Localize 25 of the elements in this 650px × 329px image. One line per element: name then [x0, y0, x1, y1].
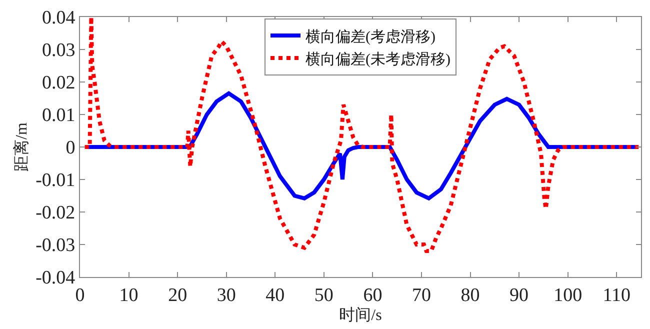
- y-tick-label: 0.03: [42, 40, 76, 62]
- x-tick-label: 40: [266, 284, 285, 306]
- y-tick-label: -0.04: [36, 268, 76, 289]
- x-tick-label: 110: [602, 284, 631, 306]
- x-tick-label: 60: [363, 284, 382, 306]
- y-tick-label: 0.01: [42, 105, 76, 126]
- y-tick-label: 0: [66, 138, 76, 159]
- x-tick-label: 80: [460, 284, 480, 306]
- y-tick-label: -0.02: [36, 202, 76, 224]
- x-tick-label: 30: [216, 284, 236, 306]
- y-tick-label: 0.04: [42, 8, 76, 29]
- legend-label: 横向偏差(考虑滑移): [306, 28, 436, 46]
- x-tick-label: 90: [510, 284, 529, 306]
- x-tick-label: 50: [314, 284, 334, 306]
- x-tick-label: 100: [554, 284, 582, 306]
- y-tick-label: 0.02: [42, 72, 76, 94]
- y-tick-label: -0.01: [36, 170, 76, 192]
- x-axis-title: 时间/s: [339, 306, 382, 324]
- y-tick-label: -0.03: [36, 235, 76, 256]
- legend-label: 横向偏差(未考虑滑移): [306, 50, 450, 68]
- x-tick-label: 70: [412, 284, 431, 306]
- x-tick-label: 10: [119, 284, 138, 306]
- y-axis-title: 距离/m: [12, 122, 31, 172]
- line-series: [82, 17, 641, 253]
- x-tick-label: 20: [168, 284, 188, 306]
